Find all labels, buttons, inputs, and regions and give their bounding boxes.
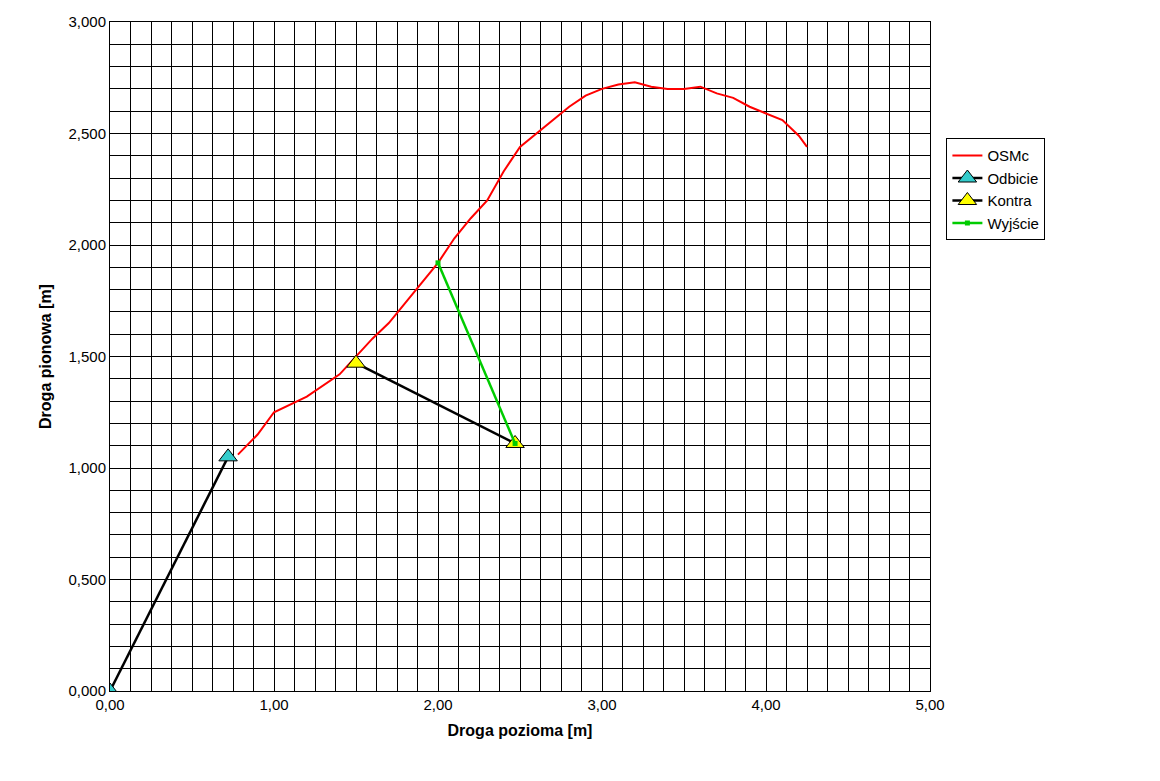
svg-text:2,500: 2,500 xyxy=(68,125,106,142)
svg-text:4,00: 4,00 xyxy=(751,696,780,713)
svg-text:0,000: 0,000 xyxy=(68,682,106,699)
svg-text:2,000: 2,000 xyxy=(68,236,106,253)
svg-text:Wyjście: Wyjście xyxy=(987,215,1039,232)
svg-text:Droga pozioma [m]: Droga pozioma [m] xyxy=(448,722,593,739)
svg-text:5,00: 5,00 xyxy=(915,696,944,713)
svg-text:0,500: 0,500 xyxy=(68,571,106,588)
svg-text:1,500: 1,500 xyxy=(68,348,106,365)
svg-text:Kontra: Kontra xyxy=(987,192,1032,209)
svg-text:1,00: 1,00 xyxy=(259,696,288,713)
svg-text:3,00: 3,00 xyxy=(587,696,616,713)
svg-text:OSMc: OSMc xyxy=(987,147,1029,164)
svg-text:1,000: 1,000 xyxy=(68,459,106,476)
svg-text:2,00: 2,00 xyxy=(423,696,452,713)
svg-text:Droga pionowa [m]: Droga pionowa [m] xyxy=(37,284,54,429)
svg-text:Odbicie: Odbicie xyxy=(987,170,1038,187)
svg-text:3,000: 3,000 xyxy=(68,13,106,30)
svg-text:0,00: 0,00 xyxy=(95,696,124,713)
